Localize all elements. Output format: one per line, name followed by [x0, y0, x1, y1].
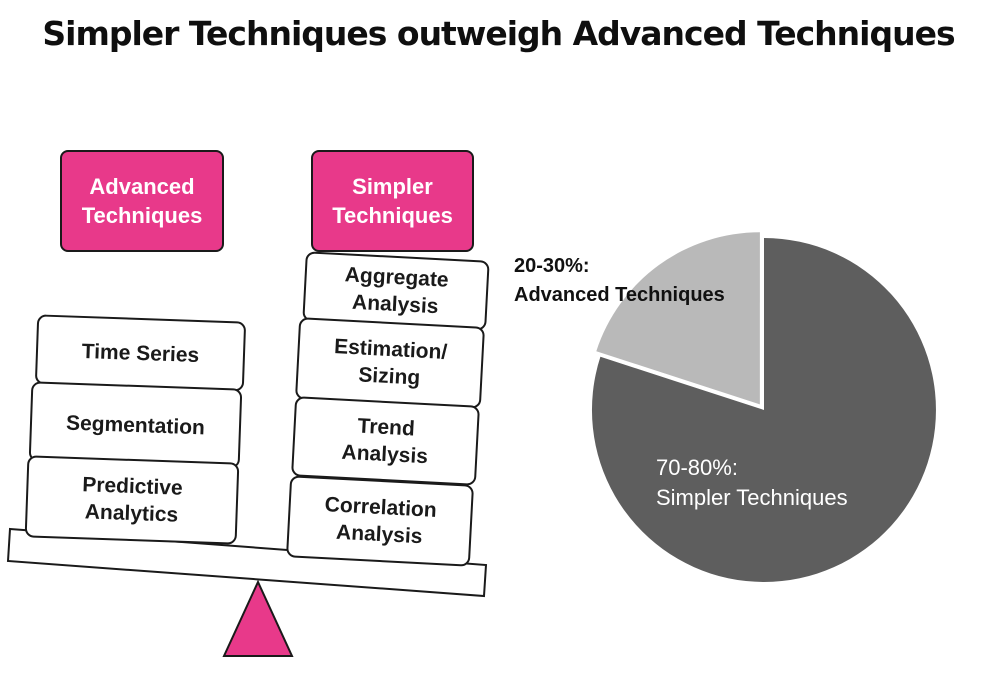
simpler-header-line-2: Techniques — [332, 203, 453, 228]
pie-label-advanced: 20-30%: Advanced Techniques — [514, 252, 725, 310]
simpler-item-correlation-analysis: Correlation Analysis — [285, 475, 475, 567]
pie-slice-simpler — [591, 238, 936, 582]
pie-label-simpler-percent: 70-80%: — [656, 455, 738, 480]
simpler-item-trend-analysis: Trend Analysis — [291, 396, 480, 486]
advanced-item-time-series: Time Series — [34, 314, 247, 392]
pie-slice-advanced — [596, 232, 760, 405]
advanced-header-line-1: Advanced — [89, 174, 195, 199]
advanced-item-label: Time Series — [81, 339, 200, 367]
simpler-item-label: Trend Analysis — [341, 414, 429, 469]
fulcrum-triangle — [222, 579, 294, 657]
simpler-item-label: Aggregate Analysis — [344, 263, 450, 319]
simpler-item-label: Estimation/ Sizing — [333, 335, 448, 390]
simpler-techniques-header: Simpler Techniques — [311, 150, 474, 252]
pie-chart — [591, 232, 936, 582]
advanced-item-label: Predictive Analytics — [81, 473, 184, 527]
advanced-item-label: Segmentation — [65, 411, 206, 439]
pie-label-simpler-name: Simpler Techniques — [656, 485, 848, 510]
pie-label-advanced-percent: 20-30%: — [514, 255, 590, 277]
advanced-techniques-header: Advanced Techniques — [60, 150, 224, 252]
advanced-item-predictive-analytics: Predictive Analytics — [24, 455, 240, 545]
advanced-header-line-2: Techniques — [81, 203, 203, 228]
simpler-header-line-1: Simpler — [352, 174, 433, 199]
page-title: Simpler Techniques outweigh Advanced Tec… — [42, 14, 955, 53]
pie-label-advanced-name: Advanced Techniques — [514, 284, 725, 306]
pie-label-simpler: 70-80%: Simpler Techniques — [656, 453, 848, 513]
simpler-item-label: Correlation Analysis — [324, 493, 438, 549]
simpler-item-estimation-sizing: Estimation/ Sizing — [294, 317, 486, 409]
